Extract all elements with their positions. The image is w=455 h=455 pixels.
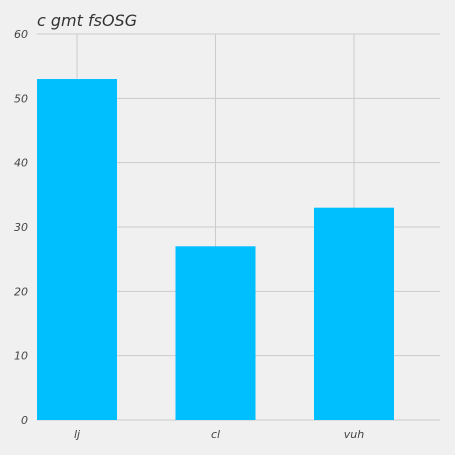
x-tick-label: vuh [344,428,364,441]
y-tick-label: 0 [21,414,28,427]
x-tick-label: lj [74,428,81,441]
y-tick-label: 60 [14,28,28,41]
y-tick-label: 30 [14,221,28,234]
y-tick-label: 40 [14,157,28,170]
chart-title: c gmt fsOSG [37,11,137,30]
y-tick-label: 50 [14,92,28,105]
y-tick-label: 20 [14,285,28,298]
y-tick-label: 10 [14,350,28,363]
bar-cl [176,246,256,420]
bar-lj [37,79,117,420]
x-tick-label: cl [211,428,220,441]
bar-vuh [314,208,394,420]
